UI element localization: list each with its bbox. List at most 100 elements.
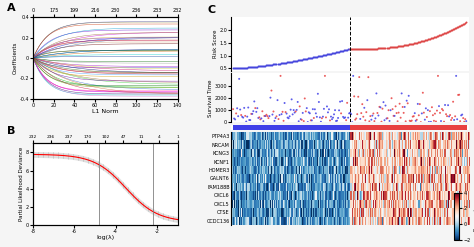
Point — [417, 40, 425, 43]
Point — [396, 102, 403, 106]
Point — [279, 110, 286, 114]
Point — [362, 47, 369, 51]
Point — [390, 114, 397, 118]
Point — [426, 109, 434, 113]
Point — [329, 51, 337, 55]
Point — [336, 49, 344, 53]
Point — [263, 113, 270, 117]
Point — [304, 57, 311, 61]
Point — [460, 120, 468, 124]
Point — [358, 102, 366, 106]
Point — [237, 113, 245, 117]
Point — [422, 106, 429, 110]
Point — [450, 118, 458, 122]
Point — [452, 74, 460, 78]
Point — [365, 47, 372, 51]
Point — [363, 47, 370, 51]
Point — [442, 112, 450, 116]
Point — [421, 38, 428, 42]
Point — [379, 46, 386, 50]
Point — [463, 119, 470, 123]
Point — [247, 112, 255, 116]
Point — [331, 108, 339, 112]
Point — [388, 96, 395, 100]
Point — [267, 63, 274, 67]
Point — [447, 113, 454, 117]
Point — [457, 23, 465, 27]
Point — [411, 111, 419, 115]
Point — [392, 45, 400, 49]
Point — [272, 62, 279, 66]
Point — [456, 119, 464, 123]
Point — [293, 108, 301, 112]
Point — [403, 43, 410, 47]
Point — [428, 105, 436, 109]
Point — [290, 59, 298, 63]
Point — [322, 53, 330, 57]
Point — [336, 100, 344, 104]
Point — [237, 66, 244, 70]
Point — [289, 59, 296, 63]
Point — [372, 116, 379, 120]
Point — [308, 56, 316, 60]
Point — [451, 114, 459, 118]
Point — [292, 109, 300, 113]
Point — [365, 119, 373, 123]
Text: B: B — [7, 126, 16, 136]
Point — [405, 42, 412, 46]
Point — [399, 105, 406, 109]
Point — [337, 49, 345, 53]
Point — [328, 117, 336, 121]
Point — [313, 55, 320, 59]
Point — [396, 44, 403, 48]
Point — [382, 103, 389, 107]
Point — [402, 119, 410, 123]
Point — [370, 112, 377, 116]
Point — [278, 61, 285, 65]
Point — [374, 114, 382, 118]
Point — [431, 112, 439, 116]
Point — [270, 62, 277, 66]
Point — [324, 110, 332, 114]
Point — [443, 114, 451, 118]
Point — [333, 119, 341, 123]
Point — [310, 55, 318, 59]
Point — [426, 37, 434, 41]
Point — [329, 116, 337, 120]
Point — [350, 94, 358, 98]
Point — [236, 77, 243, 81]
Point — [231, 117, 239, 121]
Point — [290, 108, 298, 112]
Point — [423, 115, 431, 119]
Point — [277, 62, 284, 65]
Point — [332, 50, 340, 54]
Point — [309, 56, 317, 60]
Point — [365, 47, 373, 51]
Point — [281, 61, 288, 65]
Point — [347, 47, 355, 51]
Point — [246, 65, 254, 69]
Point — [391, 45, 398, 49]
Point — [443, 30, 451, 34]
Point — [277, 74, 284, 78]
Point — [249, 65, 257, 69]
Point — [253, 65, 260, 69]
Point — [312, 55, 319, 59]
Point — [252, 106, 259, 110]
Point — [453, 25, 461, 29]
Point — [364, 47, 371, 51]
Point — [419, 39, 427, 43]
Point — [246, 118, 253, 122]
Point — [282, 110, 289, 114]
Point — [461, 21, 469, 25]
Point — [281, 101, 288, 105]
Point — [314, 54, 322, 58]
Point — [407, 42, 415, 46]
Point — [343, 48, 351, 52]
Point — [439, 32, 447, 36]
Point — [326, 52, 334, 56]
Point — [294, 100, 301, 104]
Point — [246, 118, 254, 122]
Point — [459, 116, 467, 120]
Point — [417, 120, 425, 124]
